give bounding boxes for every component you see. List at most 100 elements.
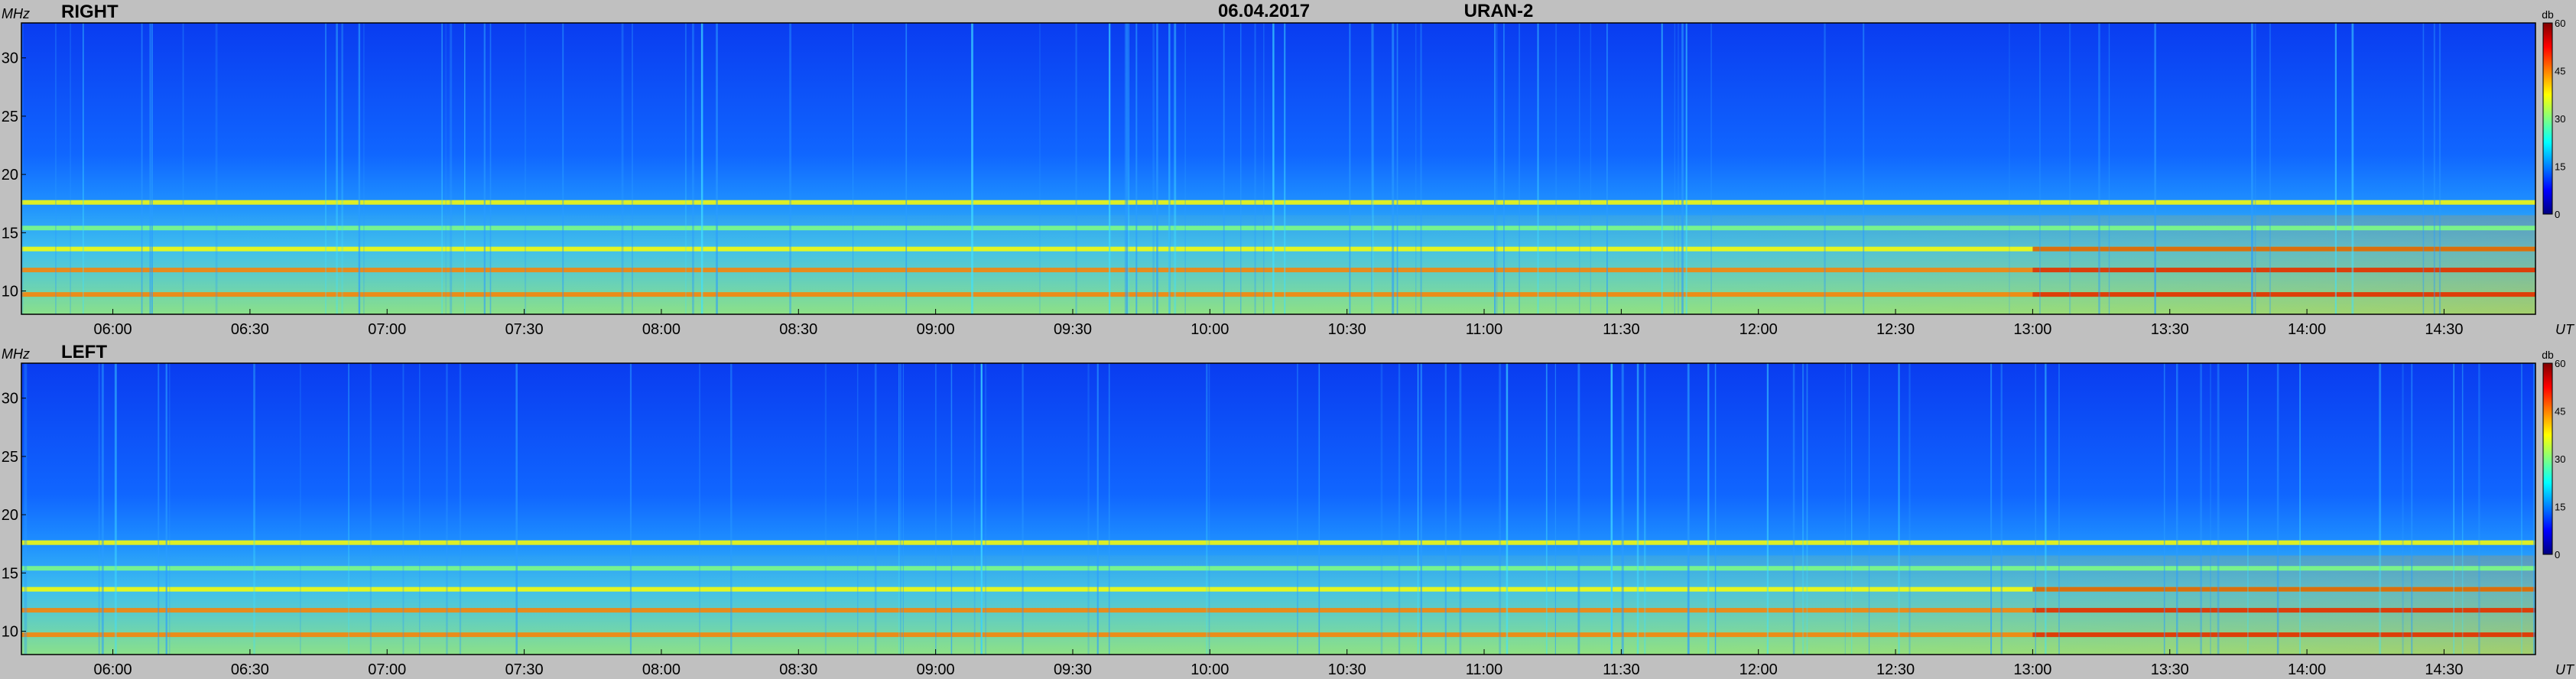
rfi-streak [1398, 363, 1401, 655]
rfi-streak [358, 23, 361, 314]
frequency-band-3 [21, 268, 2535, 273]
rfi-streak [1590, 23, 1591, 314]
x-tick-label: 10:00 [1191, 321, 1229, 338]
frequency-band-0 [21, 200, 2535, 205]
frequency-band-hot-3 [2032, 268, 2535, 273]
frequency-band-hot-4 [2032, 632, 2535, 638]
frequency-band-4 [21, 292, 2535, 297]
colorbar-tick-label: 30 [2555, 113, 2565, 125]
y-tick-label: 15 [2, 225, 18, 242]
x-tick-label: 09:00 [917, 661, 955, 678]
rfi-streak [141, 23, 143, 314]
spectrogram-panel-right: RIGHT MHz 10 15 20 25 30 06:00 06:30 07:00 07:30 08… [2, 2, 2575, 338]
rfi-streak [1610, 363, 1613, 655]
rfi-streak [419, 363, 421, 655]
rfi-streak [692, 23, 694, 314]
x-axis-label: UT [2555, 662, 2575, 677]
rfi-streak [336, 23, 338, 314]
rfi-streak [789, 23, 791, 314]
rfi-streak [450, 23, 453, 314]
x-tick-label: 14:30 [2425, 321, 2463, 338]
y-tick-label: 20 [2, 507, 18, 524]
rfi-streak [402, 363, 404, 655]
y-tick-label: 25 [2, 449, 18, 466]
rfi-streak [1109, 23, 1111, 314]
y-tick-label: 30 [2, 50, 18, 67]
x-tick-label: 11:30 [1603, 321, 1640, 338]
x-tick-label: 13:00 [2013, 321, 2051, 338]
x-tick-label: 12:00 [1740, 321, 1778, 338]
x-tick-label: 09:30 [1054, 661, 1092, 678]
rfi-streak [101, 363, 104, 655]
rfi-streak [1022, 363, 1024, 655]
rfi-streak [1494, 23, 1496, 314]
rfi-streak [464, 23, 466, 314]
rfi-streak [1297, 363, 1298, 655]
rfi-streak [1714, 363, 1717, 655]
rfi-streak [348, 363, 349, 655]
rfi-streak [2351, 23, 2354, 314]
rfi-streak [562, 23, 564, 314]
frequency-band-2 [21, 586, 2535, 592]
frequency-band-hot-3 [2032, 608, 2535, 613]
rfi-streak [1240, 23, 1242, 314]
rfi-streak [2200, 363, 2202, 655]
rfi-streak [2154, 23, 2156, 314]
rfi-streak [1710, 23, 1712, 314]
x-tick-label: 08:00 [642, 321, 681, 338]
rfi-streak [950, 363, 953, 655]
rfi-streak [935, 363, 937, 655]
spectrogram-image [21, 23, 2535, 314]
rfi-streak [525, 23, 527, 314]
rfi-streak [2045, 363, 2047, 655]
rfi-streak [363, 23, 365, 314]
spectrogram-intensity-overlay [21, 215, 2535, 314]
panel-title: RIGHT [61, 2, 119, 22]
rfi-streak [341, 23, 343, 314]
frequency-band-4 [21, 632, 2535, 638]
rfi-streak [1802, 363, 1804, 655]
rfi-streak [1503, 23, 1505, 314]
rfi-streak [2217, 363, 2220, 655]
rfi-streak [445, 23, 447, 314]
date-label: 06.04.2017 [1218, 1, 1310, 21]
colorbar [2542, 362, 2553, 555]
colorbar-tick-label: 45 [2555, 66, 2565, 77]
rfi-streak [1392, 23, 1395, 314]
rfi-streak [1554, 363, 1556, 655]
rfi-streak [1496, 23, 1498, 314]
rfi-streak [1707, 363, 1710, 655]
rfi-streak [1444, 363, 1447, 655]
rfi-streak [55, 23, 57, 314]
rfi-streak [1075, 23, 1077, 314]
x-tick-label: 06:00 [94, 661, 132, 678]
plot-frame [21, 22, 2536, 315]
rfi-streak [1380, 363, 1383, 655]
x-tick-label: 11:00 [1466, 321, 1503, 338]
rfi-streak [1579, 23, 1580, 314]
rfi-streak [2478, 363, 2480, 655]
rfi-streak [2276, 363, 2279, 655]
rfi-streak [2039, 23, 2041, 314]
panel-title: LEFT [61, 342, 107, 362]
rfi-streak [1688, 363, 1690, 655]
rfi-streak [1621, 363, 1624, 655]
rfi-streak [1184, 23, 1186, 314]
rfi-streak [1644, 363, 1646, 655]
rfi-streak [2411, 363, 2413, 655]
x-tick-label: 07:30 [505, 321, 544, 338]
rfi-streak [2251, 23, 2253, 314]
rfi-streak [24, 363, 25, 655]
rfi-streak [621, 23, 624, 314]
rfi-streak [1254, 23, 1256, 314]
rfi-streak [629, 363, 632, 655]
colorbar [2542, 22, 2553, 215]
rfi-streak [1396, 23, 1398, 314]
rfi-streak [973, 363, 976, 655]
rfi-streak [1124, 23, 1127, 314]
rfi-streak [1636, 363, 1639, 655]
rfi-streak [2176, 363, 2178, 655]
x-tick-label: 13:30 [2151, 661, 2189, 678]
rfi-streak [215, 23, 218, 314]
rfi-streak [1844, 363, 1846, 655]
